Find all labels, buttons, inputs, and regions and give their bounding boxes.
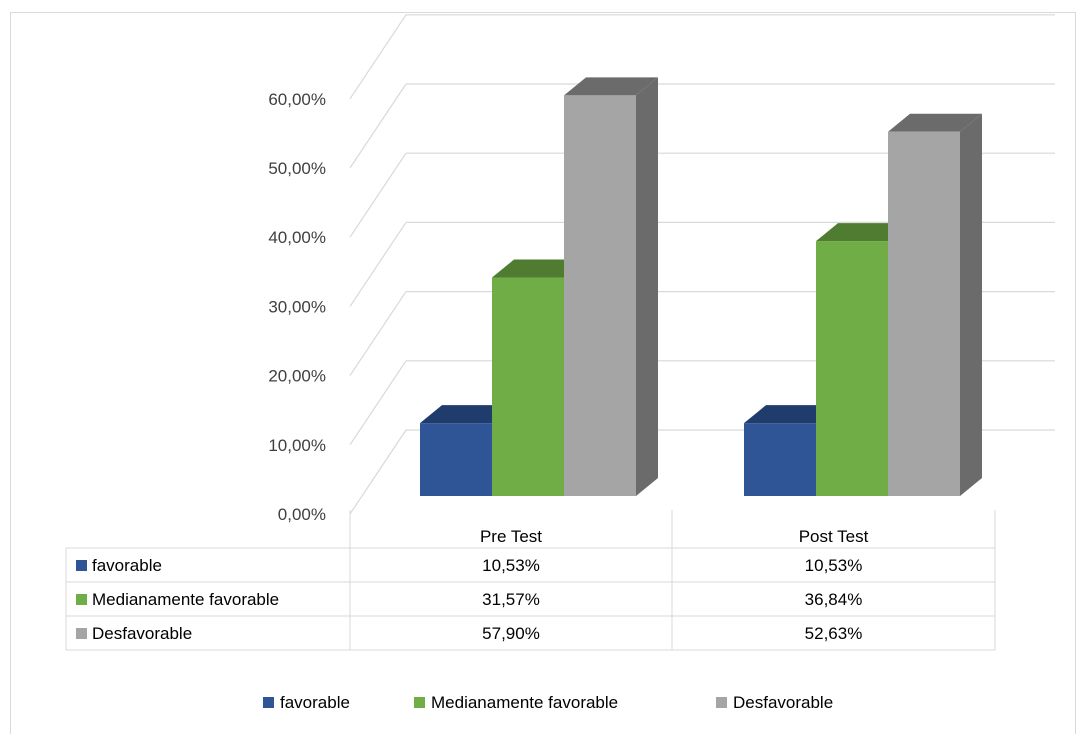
bar-top: [888, 113, 982, 132]
legend-swatch: [414, 697, 425, 708]
bar-top: [564, 77, 658, 96]
bar-top: [492, 259, 586, 278]
bar-front: [816, 241, 888, 496]
table-cell-value: 57,90%: [482, 624, 540, 643]
bars: [420, 77, 982, 496]
legend-key-swatch: [76, 594, 87, 605]
bar: [888, 113, 982, 496]
bar-top: [816, 223, 910, 242]
legend: favorable Medianamente favorable Desfavora…: [263, 693, 833, 712]
gridline-side: [349, 222, 407, 307]
bar-front: [888, 131, 960, 496]
y-tick-label: 0,00%: [278, 505, 326, 524]
table-cell-value: 10,53%: [805, 556, 863, 575]
gridline-side: [349, 360, 407, 446]
gridline-side: [349, 83, 407, 169]
bar-front: [492, 277, 564, 496]
data-table: Pre Test Post Test favorable 10,53% 10,53% Me…: [65, 510, 996, 651]
legend-label: Desfavorable: [733, 693, 833, 712]
table-cell-value: 10,53%: [482, 556, 540, 575]
y-tick-label: 40,00%: [268, 228, 326, 247]
bar: [564, 77, 658, 496]
legend-key-swatch: [76, 628, 87, 639]
table-header-label: Post Test: [799, 527, 869, 546]
y-tick-label: 50,00%: [268, 159, 326, 178]
table-cell-value: 31,57%: [482, 590, 540, 609]
table-header-label: Pre Test: [480, 527, 542, 546]
bar-top: [744, 405, 838, 424]
bar-top: [420, 405, 514, 424]
gridline-side: [349, 291, 407, 376]
bar-front: [744, 423, 816, 496]
y-tick-label: 10,00%: [268, 436, 326, 455]
bar-front: [564, 95, 636, 496]
table-cell-value: 36,84%: [805, 590, 863, 609]
y-tick-label: 20,00%: [268, 367, 326, 386]
legend-swatch: [263, 697, 274, 708]
table-row-label: favorable: [92, 556, 162, 575]
y-tick-label: 60,00%: [268, 90, 326, 109]
gridline-side: [349, 14, 407, 100]
bar-side: [960, 113, 982, 496]
gridline-side: [349, 429, 407, 515]
table-row-label: Medianamente favorable: [92, 590, 279, 609]
y-tick-label: 30,00%: [268, 297, 326, 316]
gridline-side: [349, 152, 407, 238]
bar-side: [636, 77, 658, 496]
table-row-label: Desfavorable: [92, 624, 192, 643]
y-axis-ticks: 0,00% 10,00% 20,00% 30,00% 40,00% 50,00% 60,00…: [268, 90, 326, 524]
legend-label: Medianamente favorable: [431, 693, 618, 712]
legend-swatch: [716, 697, 727, 708]
table-cell-value: 52,63%: [805, 624, 863, 643]
bar-front: [420, 423, 492, 496]
legend-label: favorable: [280, 693, 350, 712]
legend-key-swatch: [76, 560, 87, 571]
